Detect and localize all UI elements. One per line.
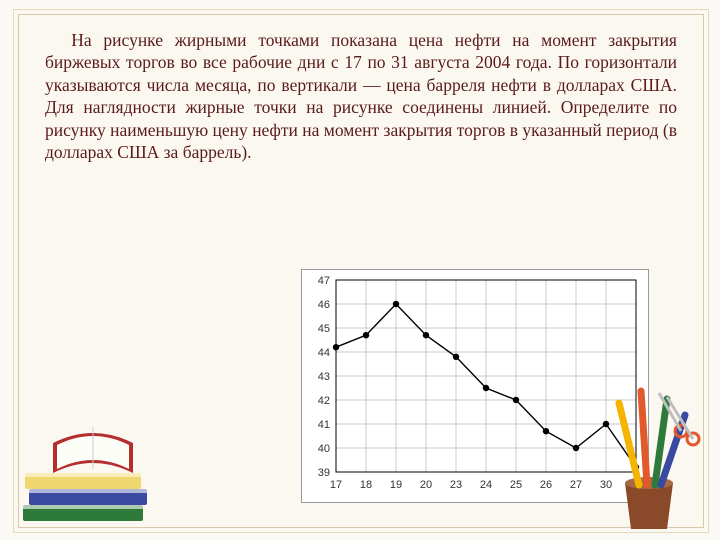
svg-text:40: 40 (318, 443, 330, 455)
svg-text:31: 31 (630, 479, 642, 491)
svg-text:18: 18 (360, 479, 372, 491)
svg-text:43: 43 (318, 371, 330, 383)
chart-svg: 39 40 41 42 43 44 45 46 47 17 18 19 20 23 24 25 26 27 30 31 (302, 270, 648, 502)
svg-text:45: 45 (318, 323, 330, 335)
svg-text:23: 23 (450, 479, 462, 491)
svg-text:47: 47 (318, 275, 330, 287)
svg-text:42: 42 (318, 395, 330, 407)
svg-text:24: 24 (480, 479, 492, 491)
svg-text:44: 44 (318, 347, 330, 359)
problem-text: На рисунке жирными точками показана цена… (45, 29, 677, 163)
svg-text:20: 20 (420, 479, 432, 491)
svg-text:26: 26 (540, 479, 552, 491)
svg-text:27: 27 (570, 479, 582, 491)
price-chart: 39 40 41 42 43 44 45 46 47 17 18 19 20 23 24 25 26 27 30 31 (301, 269, 649, 503)
svg-text:41: 41 (318, 419, 330, 431)
svg-text:17: 17 (330, 479, 342, 491)
svg-text:25: 25 (510, 479, 522, 491)
svg-text:30: 30 (600, 479, 612, 491)
svg-text:39: 39 (318, 467, 330, 479)
slide-page: На рисунке жирными точками показана цена… (18, 14, 704, 528)
svg-text:46: 46 (318, 299, 330, 311)
svg-text:19: 19 (390, 479, 402, 491)
books-decoration (13, 393, 203, 533)
